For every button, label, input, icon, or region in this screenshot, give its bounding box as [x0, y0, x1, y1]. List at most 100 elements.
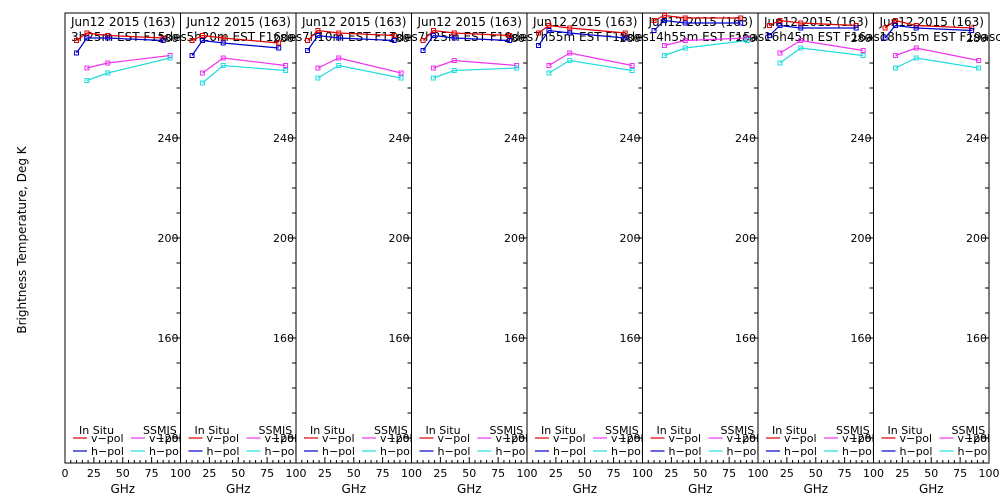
insitu_h-point: [336, 35, 342, 41]
y-tick-label: 160: [389, 332, 410, 345]
legend-label-insitu_h: h−pol: [322, 445, 355, 458]
ssmis_v-point: [913, 45, 919, 51]
legend-label-ssmis_v: v−pol: [958, 432, 991, 445]
ssmis_v-line: [86, 54, 171, 69]
x-tick-label: 50: [231, 467, 245, 480]
legend-label-insitu_v: v−pol: [322, 432, 355, 445]
legend-label-ssmis_h: h−pol: [611, 445, 644, 458]
insitu_v-point: [336, 30, 342, 36]
insitu_v-line: [769, 19, 857, 27]
x-tick-label: 75: [376, 467, 390, 480]
ssmis_h-point: [451, 68, 457, 73]
insitu_h-point: [622, 35, 628, 41]
x-tick-label: 75: [260, 467, 274, 480]
insitu_v-point: [507, 33, 513, 38]
legend-header-insitu: In Situ: [310, 424, 345, 437]
y-tick-label: 240: [620, 132, 641, 145]
legend-label-insitu_h: h−pol: [91, 445, 124, 458]
insitu_h-point: [651, 28, 657, 33]
x-tick-label: 25: [318, 467, 332, 480]
panel-title-date: Jun12 2015 (163): [70, 15, 175, 29]
panel-5: Jun12 2015 (163)7h55m EST F18des 120 160 20…: [526, 12, 653, 496]
insitu_v-point: [546, 23, 552, 28]
insitu_v-point: [220, 35, 226, 41]
y-tick-label: 120: [966, 432, 987, 445]
ssmis_h-point: [546, 70, 552, 76]
legend-label-ssmis_h: h−pol: [265, 445, 298, 458]
ssmis_v-point: [661, 43, 667, 48]
insitu_h-point: [536, 43, 542, 48]
y-tick-label: 160: [966, 332, 987, 345]
insitu_v-point: [661, 13, 667, 18]
insitu_h-point: [305, 48, 311, 53]
legend-header-ssmis: SSMIS: [374, 424, 408, 437]
y-tick-label: 200: [504, 232, 525, 245]
legend-header-insitu: In Situ: [195, 424, 230, 437]
panel-3: Jun12 2015 (163)7h10m EST F17des12016020…: [295, 12, 422, 496]
ssmis_h-point: [567, 58, 573, 63]
ssmis_h-line: [202, 64, 286, 84]
legend-header-insitu: In Situ: [888, 424, 923, 437]
legend-header-ssmis: SSMIS: [836, 424, 870, 437]
panel-2: Jun12 2015 (163)5h20m EST F16des 120 160 20…: [180, 12, 307, 496]
ssmis_v-point: [430, 65, 436, 71]
x-tick-label: 25: [433, 467, 447, 480]
insitu_h-point: [913, 25, 919, 31]
x-tick-label: 75: [722, 467, 736, 480]
legend-header-insitu: In Situ: [541, 424, 576, 437]
legend-header-ssmis: SSMIS: [143, 424, 177, 437]
insitu_h-line: [884, 24, 972, 39]
x-tick-label: 25: [87, 467, 101, 480]
insitu_v-line: [538, 24, 626, 34]
ssmis_h-point: [777, 60, 783, 66]
legend-label-ssmis_h: h−pol: [842, 445, 875, 458]
legend-label-insitu_h: h−pol: [553, 445, 586, 458]
insitu_v-point: [798, 20, 804, 26]
x-tick-label: 25: [202, 467, 216, 480]
panel-title-date: Jun12 2015 (163): [301, 15, 406, 29]
ssmis_h-point: [860, 53, 866, 58]
legend-label-ssmis_h: h−pol: [380, 445, 413, 458]
insitu_v-line: [422, 29, 510, 41]
ssmis_v-point: [336, 55, 342, 61]
ssmis_h-point: [315, 75, 321, 81]
insitu_v-line: [307, 29, 395, 41]
y-tick-label: 240: [389, 132, 410, 145]
x-tick-label: 50: [116, 467, 130, 480]
insitu_v-point: [738, 15, 744, 21]
y-tick-label: 240: [504, 132, 525, 145]
panel-title-time: 14h55m EST F15asc: [649, 30, 771, 44]
ssmis_v-line: [779, 39, 864, 54]
insitu_h-point: [546, 28, 552, 33]
insitu_v-point: [420, 38, 426, 43]
insitu_h-point: [767, 33, 773, 38]
insitu_h-point: [567, 30, 573, 36]
x-tick-label: 75: [145, 467, 159, 480]
insitu_v-point: [567, 25, 573, 31]
insitu_h-line: [307, 34, 395, 51]
y-tick-label: 240: [158, 132, 179, 145]
insitu_h-point: [507, 38, 513, 43]
legend-header-insitu: In Situ: [79, 424, 114, 437]
legend-header-ssmis: SSMIS: [721, 424, 755, 437]
ssmis_h-point: [682, 45, 688, 51]
ssmis_h-point: [629, 68, 635, 73]
y-tick-label: 280: [851, 32, 872, 45]
legend-label-ssmis_v: v−pol: [727, 432, 760, 445]
y-tick-label: 280: [389, 32, 410, 45]
insitu_h-line: [422, 34, 510, 51]
y-axis-label: Brightness Temperature, Deg K: [15, 145, 29, 333]
legend-label-ssmis_h: h−pol: [727, 445, 760, 458]
y-tick-label: 120: [158, 432, 179, 445]
insitu_h-point: [853, 25, 859, 31]
y-tick-label: 240: [273, 132, 294, 145]
ssmis_v-line: [664, 37, 748, 47]
x-axis-label: GHz: [110, 482, 135, 496]
insitu_v-point: [451, 30, 457, 36]
insitu_h-line: [191, 39, 279, 56]
legend-label-insitu_v: v−pol: [207, 432, 240, 445]
ssmis_v-point: [398, 70, 404, 76]
ssmis_h-point: [514, 65, 520, 71]
y-tick-label: 160: [735, 332, 756, 345]
insitu_h-point: [199, 38, 205, 43]
